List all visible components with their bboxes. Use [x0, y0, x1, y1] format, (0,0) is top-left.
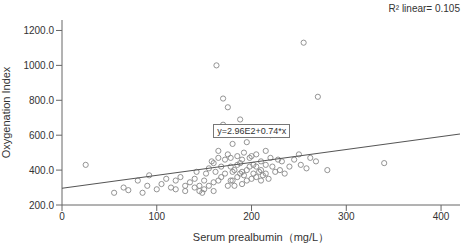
html-text:R² linear= 0.105: R² linear= 0.105	[388, 3, 460, 14]
svg-text:800.0: 800.0	[29, 95, 54, 106]
svg-text:200: 200	[243, 211, 260, 222]
svg-text:200.0: 200.0	[29, 200, 54, 211]
svg-text:300: 300	[338, 211, 355, 222]
html-text:y=2.96E2+0.74*x: y=2.96E2+0.74*x	[217, 126, 287, 136]
svg-text:600.0: 600.0	[29, 130, 54, 141]
svg-text:400: 400	[433, 211, 450, 222]
svg-text:1200.0: 1200.0	[23, 25, 54, 36]
svg-text:Oxygenation Index: Oxygenation Index	[8, 66, 12, 158]
svg-text:Serum prealbumin（mg/L）: Serum prealbumin（mg/L）	[193, 231, 329, 243]
svg-text:400.0: 400.0	[29, 165, 54, 176]
svg-text:0: 0	[59, 211, 65, 222]
svg-text:100: 100	[148, 211, 165, 222]
svg-text:1000.0: 1000.0	[23, 60, 54, 71]
